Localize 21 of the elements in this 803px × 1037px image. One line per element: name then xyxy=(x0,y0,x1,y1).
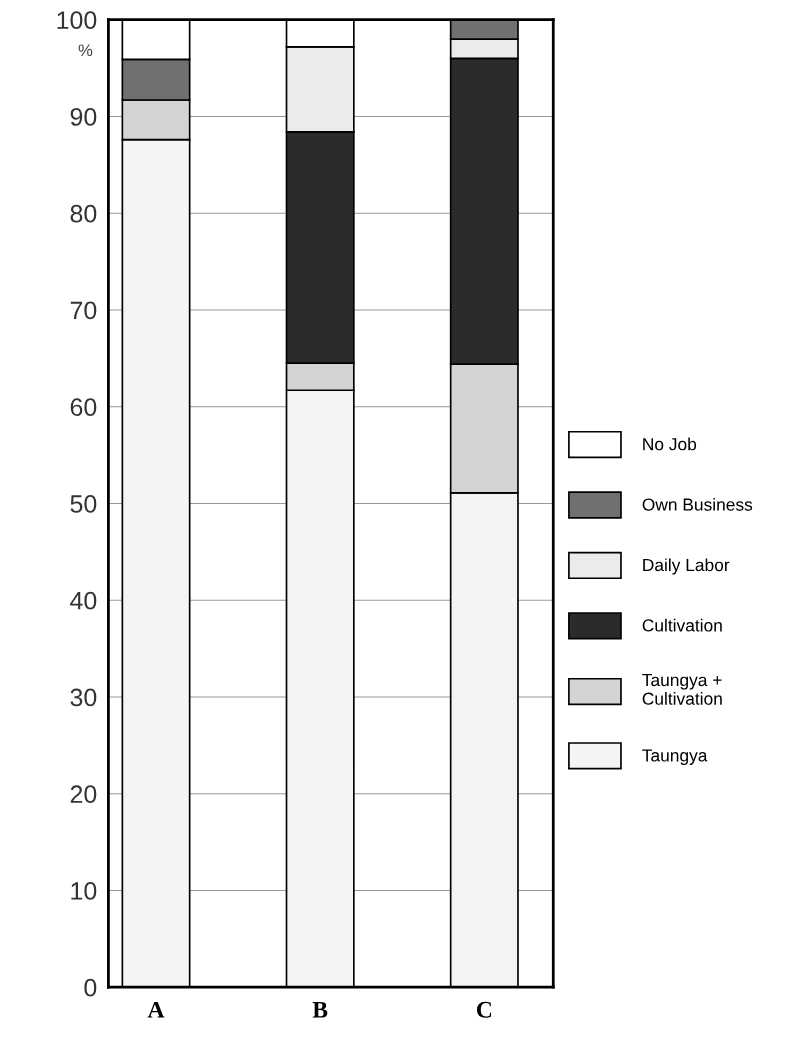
y-tick-label: 80 xyxy=(70,204,97,223)
y-tick-label: 0 xyxy=(84,978,97,997)
legend-label: Cultivation xyxy=(642,618,722,632)
y-tick-label: 50 xyxy=(70,495,97,513)
y-axis-title: % xyxy=(78,44,93,57)
y-tick-label: 40 xyxy=(70,591,97,610)
legend-label: Taungya xyxy=(642,749,708,766)
legend-label: Taungya + Cultivation xyxy=(642,674,722,705)
y-tick-label: 70 xyxy=(70,301,97,320)
y-tick-label: 30 xyxy=(70,688,97,707)
legend-label: Own Business xyxy=(642,497,753,511)
x-tick-label: C xyxy=(476,1001,492,1018)
y-tick-label: 20 xyxy=(70,785,97,804)
legend-label: Daily Labor xyxy=(643,558,730,575)
y-tick-label: 60 xyxy=(70,398,97,417)
x-tick-label: B xyxy=(312,1002,328,1018)
y-tick-label: 90 xyxy=(70,108,97,126)
x-tick-label: A xyxy=(147,1001,165,1018)
legend-label: No Job xyxy=(643,437,697,451)
y-tick-label: 10 xyxy=(71,882,97,900)
y-tick-label: 100 xyxy=(57,11,97,30)
